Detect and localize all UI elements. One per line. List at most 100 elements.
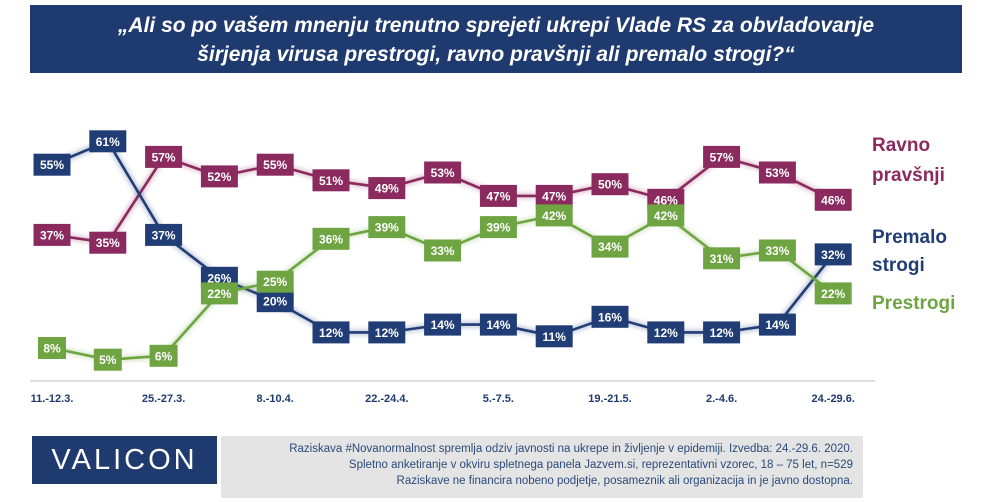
footnote-line-2: Spletno anketiranje v okviru spletnega p…: [348, 459, 853, 471]
data-label-text: 37%: [40, 228, 64, 242]
data-label-text: 8%: [43, 342, 61, 356]
data-label-box: [368, 216, 406, 239]
x-tick-label: 8.-10.4.: [257, 393, 294, 405]
data-label-text: 33%: [765, 244, 789, 258]
data-label-ravno-prav-nji: 37%: [33, 223, 71, 246]
data-label-text: 51%: [319, 174, 343, 188]
data-label-prestrogi: 22%: [200, 282, 238, 305]
data-label-text: 14%: [431, 318, 455, 332]
data-label-text: 46%: [821, 193, 845, 207]
x-axis-ticks: 11.-12.3. 25.-27.3. 8.-10.4. 22.-24.4. 5.-7.…: [31, 393, 855, 405]
data-label-text: 22%: [207, 287, 231, 301]
valicon-logo: VALICON: [32, 436, 217, 484]
series-label-premalo-line2: strogi: [872, 255, 925, 276]
data-label-prestrogi: 5%: [93, 348, 122, 371]
data-label-ravno-prav-nji: 49%: [368, 177, 406, 200]
data-label-box: [703, 321, 741, 344]
series-label-ravno-line1: Ravno: [872, 135, 930, 156]
data-label-box: [535, 204, 573, 227]
data-label-ravno-prav-nji: 35%: [89, 231, 127, 254]
data-label-box: [424, 239, 462, 262]
data-label-text: 36%: [319, 232, 343, 246]
data-label-prestrogi: 22%: [814, 282, 852, 305]
data-label-premalo-strogi: 14%: [424, 313, 462, 336]
data-label-box: [424, 161, 462, 184]
data-label-text: 52%: [207, 170, 231, 184]
data-label-box: [312, 321, 350, 344]
x-tick-label: 5.-7.5.: [483, 393, 514, 405]
chart-title-box: „Ali so po vašem mnenju trenutno sprejet…: [30, 5, 962, 73]
data-label-text: 12%: [710, 326, 734, 340]
data-label-text: 14%: [765, 318, 789, 332]
data-label-ravno-prav-nji: 52%: [200, 165, 238, 188]
data-label-premalo-strogi: 12%: [647, 321, 685, 344]
data-label-text: 61%: [96, 135, 120, 149]
data-label-text: 33%: [431, 244, 455, 258]
data-label-premalo-strogi: 12%: [703, 321, 741, 344]
data-label-text: 35%: [96, 236, 120, 250]
data-label-ravno-prav-nji: 53%: [758, 161, 796, 184]
data-label-ravno-prav-nji: 50%: [591, 173, 629, 196]
data-label-box: [814, 282, 852, 305]
data-label-text: 25%: [263, 275, 287, 289]
data-label-premalo-strogi: 20%: [256, 290, 294, 313]
data-label-box: [758, 239, 796, 262]
data-label-text: 57%: [710, 150, 734, 164]
data-label-box: [814, 188, 852, 211]
data-label-box: [591, 305, 629, 328]
data-label-ravno-prav-nji: 57%: [703, 145, 741, 168]
data-label-text: 46%: [654, 193, 678, 207]
data-label-box: [368, 321, 406, 344]
data-label-prestrogi: 31%: [703, 247, 741, 270]
data-label-prestrogi: 8%: [38, 337, 66, 359]
data-label-box: [89, 231, 127, 254]
data-label-box: [703, 247, 741, 270]
data-labels: 37% 35% 57% 52% 55% 51% 49% 53% 47% 47% 50% 46% 57% 5…: [33, 130, 852, 371]
x-tick-label: 24.-29.6.: [811, 393, 854, 405]
data-label-text: 49%: [375, 182, 399, 196]
data-label-ravno-prav-nji: 55%: [256, 153, 294, 176]
series-label-prestrogi: Prestrogi: [872, 293, 955, 314]
data-label-text: 53%: [431, 166, 455, 180]
data-label-text: 55%: [40, 158, 64, 172]
data-label-premalo-strogi: 16%: [591, 305, 629, 328]
data-label-ravno-prav-nji: 53%: [424, 161, 462, 184]
series-label-ravno-line2: pravšnji: [872, 165, 945, 186]
data-label-text: 39%: [486, 221, 510, 235]
data-label-text: 55%: [263, 158, 287, 172]
data-label-premalo-strogi: 14%: [479, 313, 517, 336]
data-label-box: [33, 223, 71, 246]
data-label-box: [368, 177, 406, 200]
data-label-prestrogi: 34%: [591, 235, 629, 258]
data-label-box: [479, 184, 517, 207]
data-label-ravno-prav-nji: 46%: [814, 188, 852, 211]
data-label-box: [256, 153, 294, 176]
data-label-text: 14%: [486, 318, 510, 332]
data-label-box: [814, 243, 852, 266]
data-label-text: 31%: [710, 252, 734, 266]
data-label-premalo-strogi: 37%: [145, 223, 183, 246]
x-tick-label: 22.-24.4.: [365, 393, 408, 405]
data-label-prestrogi: 33%: [424, 239, 462, 262]
data-label-premalo-strogi: 55%: [33, 153, 71, 176]
data-label-prestrogi: 39%: [368, 216, 406, 239]
data-label-box: [647, 321, 685, 344]
x-tick-label: 19.-21.5.: [588, 393, 631, 405]
data-label-box: [758, 161, 796, 184]
footnote-box: Raziskava #Novanormalnost spremlja odziv…: [221, 436, 863, 498]
data-label-ravno-prav-nji: 47%: [479, 184, 517, 207]
data-label-text: 37%: [152, 228, 176, 242]
data-label-box: [256, 270, 294, 293]
data-label-ravno-prav-nji: 57%: [145, 145, 183, 168]
data-label-box: [33, 153, 71, 176]
data-label-box: [200, 165, 238, 188]
data-label-ravno-prav-nji: 51%: [312, 169, 350, 192]
data-label-text: 47%: [542, 189, 566, 203]
data-label-text: 12%: [375, 326, 399, 340]
data-label-box: [312, 169, 350, 192]
data-label-premalo-strogi: 12%: [368, 321, 406, 344]
data-label-box: [256, 290, 294, 313]
data-label-text: 47%: [486, 189, 510, 203]
data-label-text: 42%: [542, 209, 566, 223]
data-label-text: 42%: [654, 209, 678, 223]
